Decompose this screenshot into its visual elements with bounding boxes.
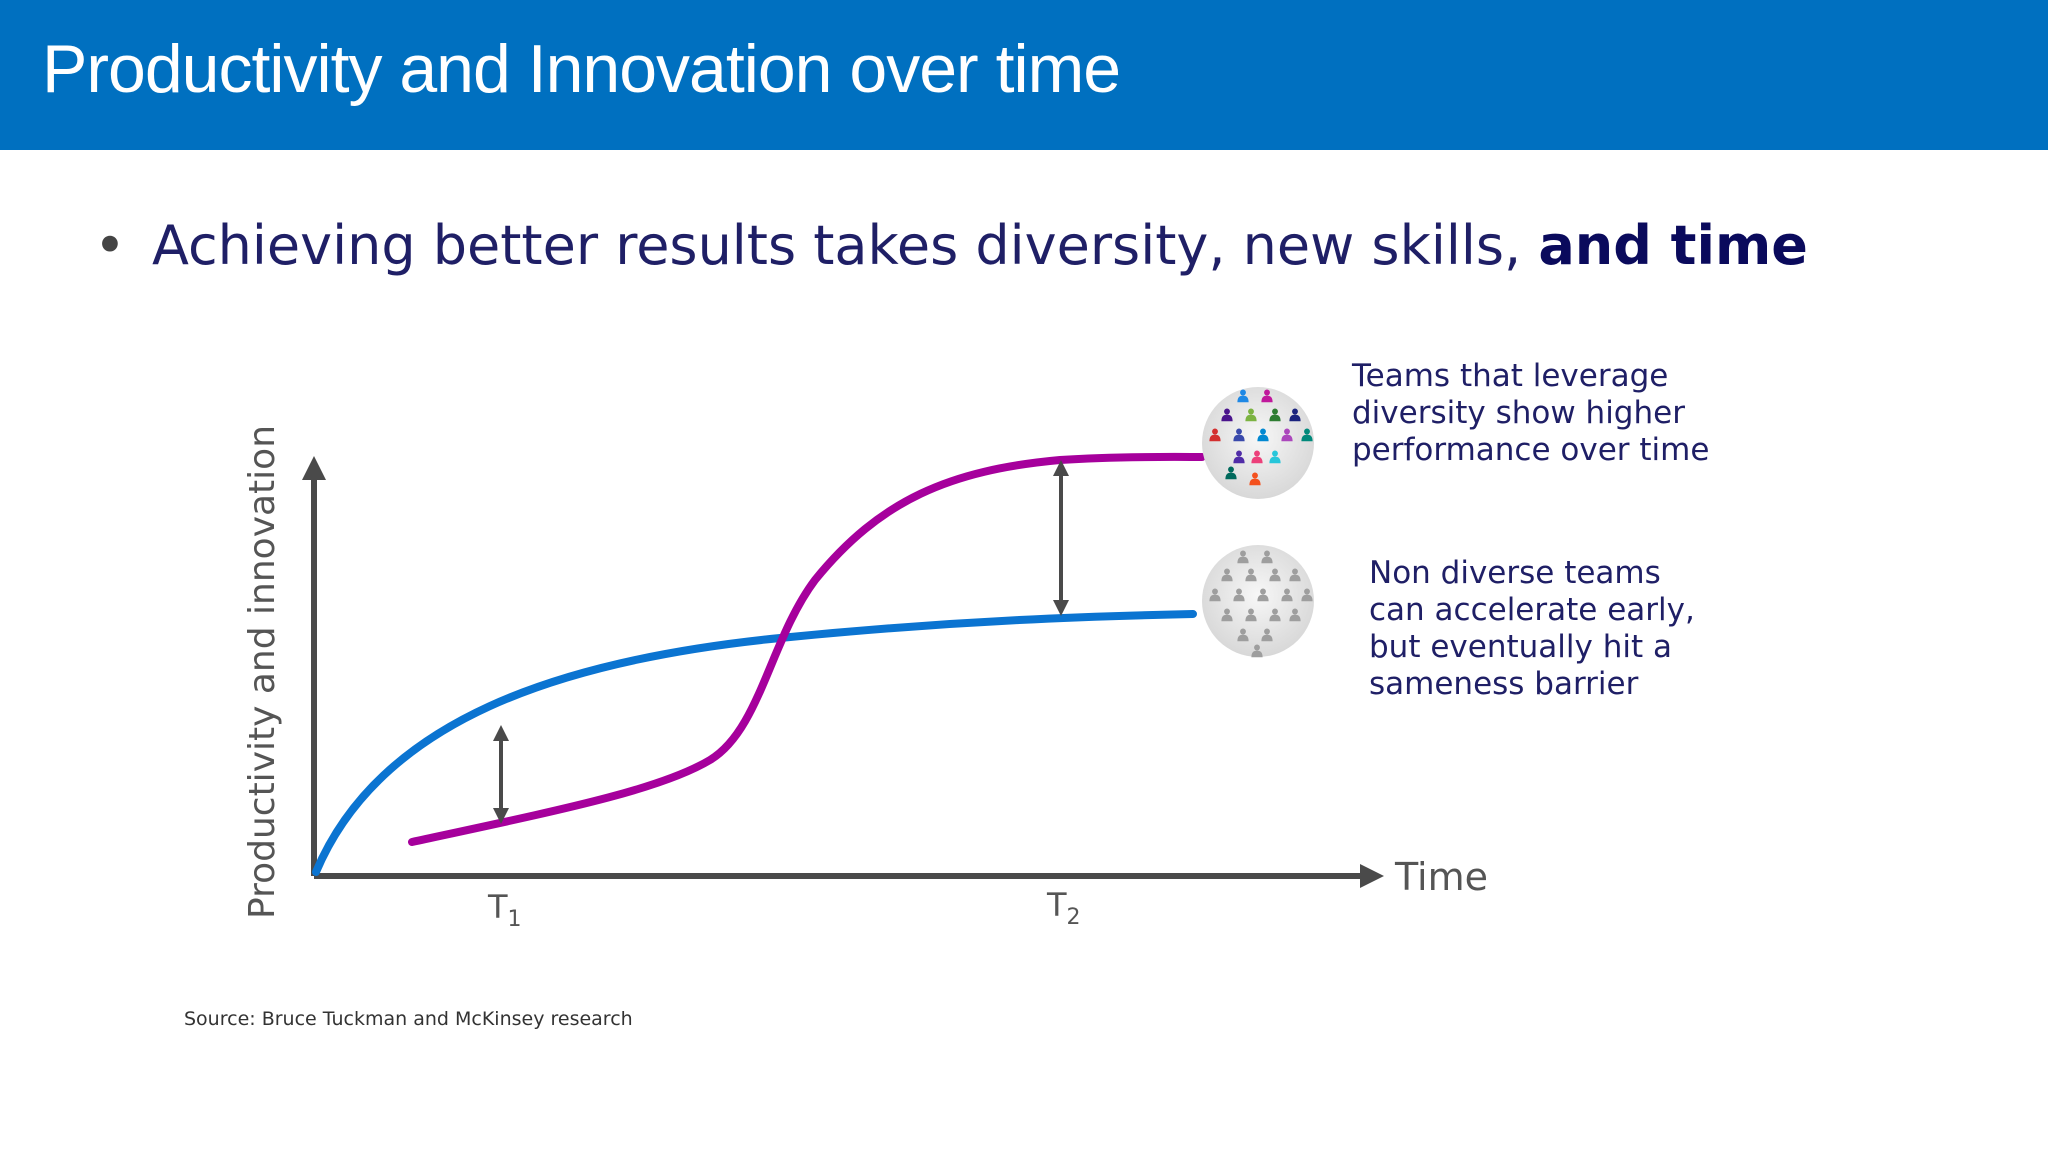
diverse-team-icon — [1202, 387, 1314, 499]
uniform-team-icon — [1202, 545, 1314, 658]
bullet-point: • Achieving better results takes diversit… — [94, 214, 1808, 277]
t1-marker: T1 — [487, 888, 522, 932]
non-diverse-curve — [312, 610, 1197, 876]
diverse-team-note: Teams that leverage diversity show highe… — [1352, 358, 1710, 468]
y-axis-label: Productivity and innovation — [242, 425, 283, 919]
x-axis-label: Time — [1394, 855, 1488, 899]
non-diverse-team-note: Non diverse teams can accelerate early, … — [1369, 555, 1695, 702]
bullet-emphasis: and time — [1538, 214, 1808, 277]
source-citation: Source: Bruce Tuckman and McKinsey resea… — [184, 1008, 633, 1030]
t2-marker: T2 — [1046, 886, 1081, 930]
bullet-text: Achieving better results takes diversity… — [152, 214, 1539, 277]
bullet-dot-icon: • — [94, 214, 126, 277]
diverse-curve — [408, 452, 1206, 846]
slide-title: Productivity and Innovation over time — [42, 31, 1121, 107]
title-bar: Productivity and Innovation over time — [0, 0, 2048, 150]
